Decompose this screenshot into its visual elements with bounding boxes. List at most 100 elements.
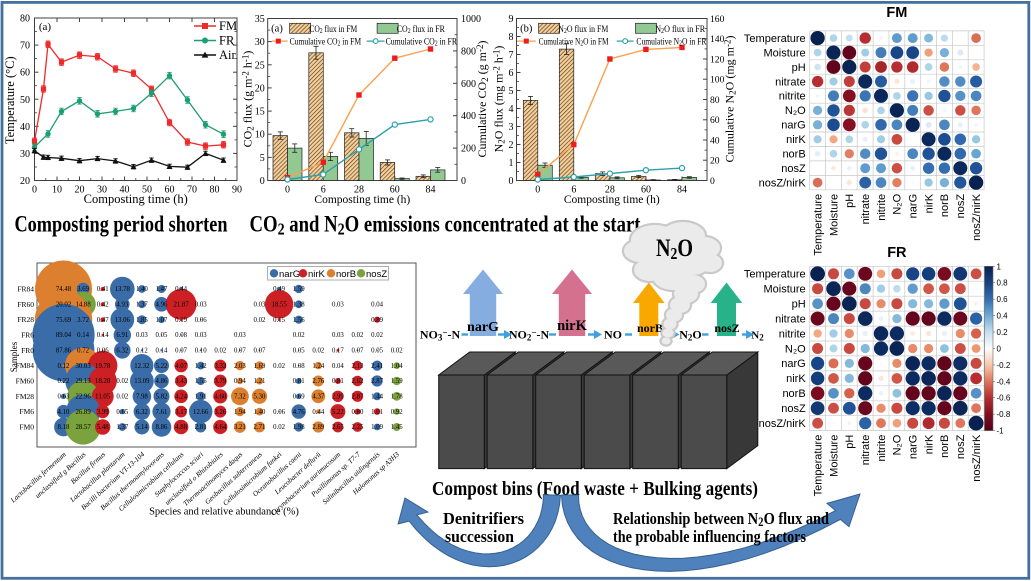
svg-text:2.89: 2.89 <box>312 424 324 431</box>
svg-text:pH: pH <box>844 435 856 449</box>
svg-text:20: 20 <box>75 185 85 196</box>
svg-text:6: 6 <box>321 185 326 196</box>
svg-text:0.03: 0.03 <box>332 332 344 339</box>
svg-text:4.86: 4.86 <box>156 378 168 385</box>
svg-text:60: 60 <box>641 185 651 196</box>
svg-text:0.03: 0.03 <box>136 332 148 339</box>
svg-text:Composting time (h): Composting time (h) <box>564 194 660 206</box>
svg-text:75.69: 75.69 <box>56 317 72 324</box>
svg-text:7.98: 7.98 <box>136 394 148 401</box>
svg-text:0: 0 <box>285 185 290 196</box>
svg-text:60: 60 <box>20 68 30 79</box>
svg-text:N2: N2 <box>751 330 764 343</box>
svg-text:0.05: 0.05 <box>156 332 168 339</box>
svg-text:13.09: 13.09 <box>134 378 150 385</box>
svg-text:1.85: 1.85 <box>136 317 148 324</box>
svg-text:80: 80 <box>20 14 30 25</box>
svg-text:80: 80 <box>210 185 220 196</box>
svg-text:Temperature: Temperature <box>812 194 824 256</box>
svg-text:norB: norB <box>336 269 356 280</box>
svg-text:8: 8 <box>509 32 514 43</box>
svg-text:Cumulative CO2 in FR: Cumulative CO2 in FR <box>386 38 458 48</box>
svg-text:1.24: 1.24 <box>312 363 324 370</box>
svg-text:succession: succession <box>445 527 514 546</box>
svg-text:0.07: 0.07 <box>352 348 364 355</box>
svg-text:(b): (b) <box>520 23 533 34</box>
svg-text:Samples: Samples <box>9 341 19 372</box>
svg-text:norB: norB <box>939 435 951 458</box>
svg-text:13.78: 13.78 <box>115 286 131 293</box>
svg-text:narG: narG <box>781 120 805 132</box>
svg-text:0.02: 0.02 <box>116 394 128 401</box>
svg-text:30: 30 <box>255 37 265 48</box>
svg-text:0.08: 0.08 <box>175 332 187 339</box>
svg-text:0.03: 0.03 <box>254 302 266 309</box>
svg-text:6: 6 <box>571 185 576 196</box>
svg-text:60: 60 <box>165 185 175 196</box>
svg-text:0: 0 <box>509 176 514 187</box>
svg-text:2.71: 2.71 <box>254 424 266 431</box>
svg-text:5.30: 5.30 <box>254 394 266 401</box>
svg-text:4.24: 4.24 <box>175 394 187 401</box>
svg-text:12.32: 12.32 <box>134 363 150 370</box>
svg-text:70: 70 <box>20 41 30 52</box>
svg-text:0.12: 0.12 <box>58 363 70 370</box>
svg-text:3.72: 3.72 <box>77 317 89 324</box>
svg-text:40: 40 <box>710 135 720 146</box>
svg-text:nosZ/nirK: nosZ/nirK <box>971 434 983 482</box>
svg-text:Cumulative N2O in FR: Cumulative N2O in FR <box>636 38 707 48</box>
svg-text:4.96: 4.96 <box>156 302 168 309</box>
svg-text:0.65: 0.65 <box>116 409 128 416</box>
svg-text:84: 84 <box>426 185 436 196</box>
svg-text:Species and relative abundance: Species and relative abundance (%) <box>149 507 299 518</box>
svg-text:1.40: 1.40 <box>254 409 266 416</box>
svg-text:N₂O: N₂O <box>892 434 904 455</box>
svg-text:(a): (a) <box>271 23 283 34</box>
svg-text:Temperature (°C): Temperature (°C) <box>3 56 17 144</box>
svg-text:FM6: FM6 <box>19 407 34 416</box>
svg-text:29.13: 29.13 <box>75 378 91 385</box>
svg-text:nosZ/nirK: nosZ/nirK <box>971 193 983 241</box>
svg-text:nitrate: nitrate <box>860 194 872 225</box>
svg-text:1.40: 1.40 <box>136 286 148 293</box>
svg-text:6: 6 <box>509 68 514 79</box>
svg-text:0.05: 0.05 <box>293 348 305 355</box>
svg-text:4.64: 4.64 <box>214 424 226 431</box>
svg-text:0.06: 0.06 <box>195 317 207 324</box>
svg-text:28.57: 28.57 <box>75 424 91 431</box>
svg-text:5.14: 5.14 <box>136 424 148 431</box>
svg-text:74.48: 74.48 <box>56 286 72 293</box>
svg-text:nitrite: nitrite <box>876 194 888 221</box>
svg-text:Relationship between N2O flux: Relationship between N2O flux and <box>613 509 829 529</box>
svg-text:0.8: 0.8 <box>997 279 1009 288</box>
svg-text:N2O flux (mg m-2 h-1): N2O flux (mg m-2 h-1) <box>492 46 507 153</box>
svg-text:0: 0 <box>461 176 466 187</box>
svg-text:1.98: 1.98 <box>293 424 305 431</box>
svg-text:2.25: 2.25 <box>352 424 364 431</box>
svg-text:80: 80 <box>710 95 720 106</box>
svg-text:0.94: 0.94 <box>234 378 246 385</box>
svg-text:40: 40 <box>20 122 30 133</box>
svg-text:8.18: 8.18 <box>58 424 70 431</box>
svg-text:30.03: 30.03 <box>75 363 91 370</box>
svg-text:nosZ/nirK: nosZ/nirK <box>759 177 807 189</box>
svg-text:18.28: 18.28 <box>95 378 111 385</box>
svg-text:nosZ: nosZ <box>781 163 806 175</box>
svg-text:0.02: 0.02 <box>352 332 364 339</box>
svg-text:Cumulative N2O in FM: Cumulative N2O in FM <box>539 38 609 48</box>
svg-text:Moisture: Moisture <box>764 47 806 59</box>
svg-text:30: 30 <box>20 149 30 160</box>
svg-text:2.99: 2.99 <box>332 394 344 401</box>
svg-text:1: 1 <box>997 262 1002 271</box>
svg-text:FR6: FR6 <box>21 330 34 339</box>
svg-text:0.19: 0.19 <box>175 317 187 324</box>
svg-text:0: 0 <box>260 176 265 187</box>
svg-text:35: 35 <box>255 14 265 25</box>
svg-text:-1: -1 <box>997 427 1005 436</box>
svg-text:2.87: 2.87 <box>371 378 383 385</box>
svg-text:2.13: 2.13 <box>352 363 364 370</box>
svg-text:1.07: 1.07 <box>156 317 168 324</box>
svg-text:0.44: 0.44 <box>175 286 187 293</box>
svg-text:0.6: 0.6 <box>997 295 1009 304</box>
svg-text:0.17: 0.17 <box>332 348 344 355</box>
